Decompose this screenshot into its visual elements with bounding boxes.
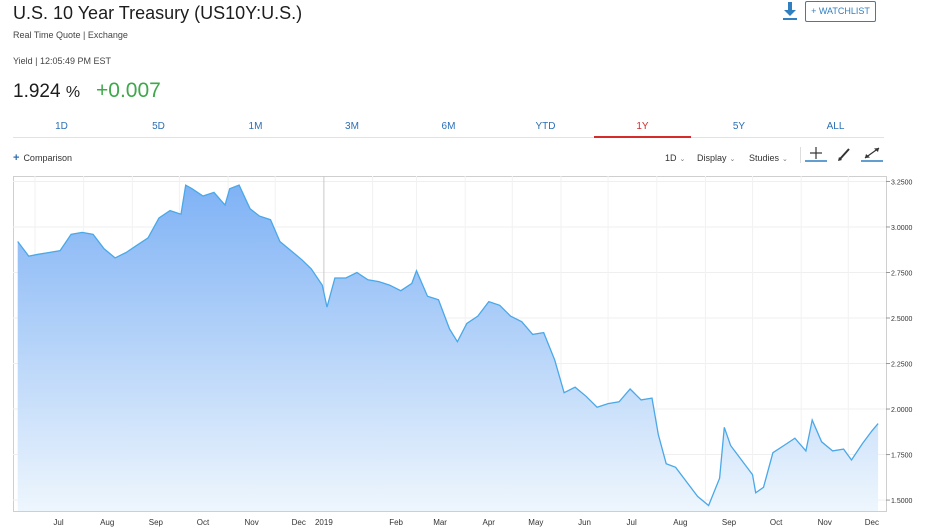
range-tabs: 1D 5D 1M 3M 6M YTD 1Y 5Y ALL	[13, 117, 884, 138]
x-tick-label: Aug	[673, 518, 687, 527]
toolbar-divider	[800, 147, 801, 163]
x-tick-label: Jul	[53, 518, 63, 527]
y-tick-label: 2.2500	[891, 362, 913, 369]
y-tick-label: 3.0000	[891, 225, 913, 232]
chevron-down-icon: ⌄	[729, 156, 736, 163]
x-tick-label: Apr	[483, 518, 496, 527]
series-line	[17, 184, 879, 507]
x-tick-label: 2019	[315, 518, 333, 527]
expand-icon[interactable]	[860, 145, 884, 163]
price-unit: %	[65, 84, 81, 101]
comparison-button[interactable]: + Comparison	[13, 152, 72, 164]
x-tick-label: May	[528, 518, 543, 527]
x-tick-label: Sep	[149, 518, 164, 527]
x-tick-label: Oct	[197, 518, 210, 527]
tab-6m[interactable]: 6M	[441, 121, 456, 132]
y-tick-label: 2.7500	[891, 270, 913, 277]
crosshair-icon[interactable]	[804, 145, 828, 163]
y-tick-label: 1.5000	[891, 498, 913, 505]
y-tick-label: 1.7500	[891, 453, 913, 460]
chevron-down-icon: ⌄	[782, 156, 788, 163]
x-tick-label: Nov	[818, 518, 832, 527]
x-tick-label: Mar	[433, 518, 447, 527]
x-tick-label: Dec	[292, 518, 306, 527]
pencil-icon[interactable]	[833, 145, 857, 163]
studies-dropdown[interactable]: Studies ⌄	[749, 153, 788, 163]
x-tick-label: Nov	[245, 518, 259, 527]
price-value: 1.924	[13, 81, 61, 102]
quote-source: Real Time Quote | Exchange	[13, 30, 128, 40]
tab-ytd[interactable]: YTD	[535, 121, 556, 132]
x-tick-label: Jul	[627, 518, 637, 527]
tab-5y[interactable]: 5Y	[732, 121, 746, 132]
interval-label: 1D	[665, 153, 677, 163]
x-tick-label: Sep	[722, 518, 737, 527]
price-change: +0.007	[96, 79, 161, 102]
x-tick-label: Oct	[770, 518, 783, 527]
tab-5d[interactable]: 5D	[152, 121, 165, 132]
y-tick-label: 3.2500	[891, 179, 913, 186]
display-dropdown[interactable]: Display ⌄	[697, 153, 735, 163]
studies-label: Studies	[749, 153, 780, 163]
watchlist-button[interactable]: + WATCHLIST	[805, 1, 876, 22]
tab-1d[interactable]: 1D	[55, 121, 68, 132]
area-fill	[17, 185, 879, 511]
interval-dropdown[interactable]: 1D ⌄	[665, 153, 685, 163]
x-tick-label: Dec	[865, 518, 879, 527]
x-tick-label: Feb	[389, 518, 403, 527]
chevron-down-icon: ⌄	[679, 156, 686, 163]
y-tick-label: 2.0000	[891, 407, 913, 414]
tab-all[interactable]: ALL	[826, 121, 845, 132]
comparison-label: Comparison	[23, 153, 72, 163]
display-label: Display	[697, 153, 727, 163]
price-display: 1.924 %	[13, 81, 80, 103]
x-tick-label: Jun	[578, 518, 591, 527]
x-tick-label: Aug	[100, 518, 114, 527]
yield-chart[interactable]: Jul Aug Sep Oct Nov Dec 2019 Feb Mar Apr May Jun Jul…	[13, 176, 925, 529]
tab-3m[interactable]: 3M	[345, 121, 359, 132]
tab-1y[interactable]: 1Y	[594, 117, 691, 138]
plus-icon: +	[13, 152, 20, 164]
tab-1m[interactable]: 1M	[248, 121, 263, 132]
yield-timestamp: Yield | 12:05:49 PM EST	[13, 56, 112, 66]
y-tick-label: 2.5000	[891, 316, 913, 323]
page-title: U.S. 10 Year Treasury (US10Y:U.S.)	[13, 3, 303, 23]
download-icon[interactable]	[781, 1, 799, 21]
